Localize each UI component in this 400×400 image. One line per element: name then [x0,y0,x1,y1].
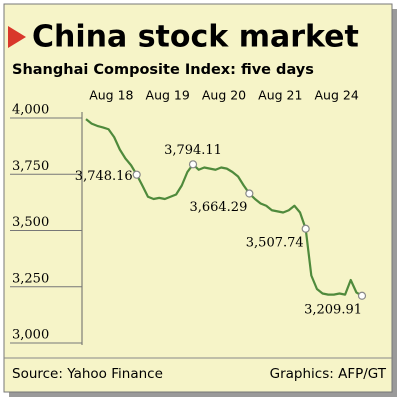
value-label: 3,507.74 [246,235,304,250]
price-line [85,118,363,297]
source: Source: Yahoo Finance [12,366,163,382]
x-tick-label: Aug 24 [315,88,359,103]
frame [3,3,393,393]
chart-subtitle: Shanghai Composite Index: five days [12,62,314,78]
y-tick-label: 3,750 [12,159,49,174]
y-tick-label: 3,000 [12,328,49,343]
x-tick-label: Aug 20 [202,88,246,103]
value-label: 3,664.29 [189,200,247,215]
close-marker [357,291,367,300]
close-marker [132,170,141,179]
chart-title: China stock market [32,20,359,55]
close-marker [301,224,310,233]
credit: Graphics: AFP/GT [270,366,387,382]
value-label: 3,209.91 [304,302,362,317]
title-marker [8,26,26,48]
value-label: 3,794.11 [164,143,222,158]
y-tick-label: 3,250 [12,271,49,286]
value-label: 3,748.16 [75,169,133,184]
close-marker [188,160,198,169]
x-tick-label: Aug 21 [258,88,302,103]
x-tick-label: Aug 19 [146,88,190,103]
close-marker [245,189,254,198]
y-tick-label: 4,000 [12,103,49,118]
x-tick-label: Aug 18 [89,88,133,103]
y-tick-label: 3,500 [12,215,49,230]
